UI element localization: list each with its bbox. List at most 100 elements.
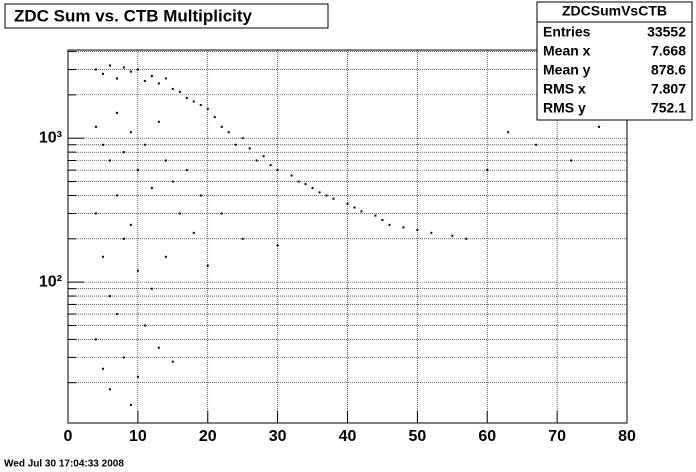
point xyxy=(157,346,160,349)
point xyxy=(101,143,104,146)
point xyxy=(248,147,251,150)
point xyxy=(192,231,195,234)
point xyxy=(94,125,97,128)
x-tick-label: 60 xyxy=(478,428,496,445)
point xyxy=(115,313,118,316)
point xyxy=(220,212,223,215)
point xyxy=(234,143,237,146)
point xyxy=(297,180,300,183)
point xyxy=(136,269,139,272)
point xyxy=(136,375,139,378)
point xyxy=(143,324,146,327)
point xyxy=(108,388,111,391)
point xyxy=(122,356,125,359)
point xyxy=(171,180,174,183)
point xyxy=(150,75,153,78)
point xyxy=(507,131,510,134)
point xyxy=(171,360,174,363)
point xyxy=(129,223,132,226)
point xyxy=(94,68,97,71)
point xyxy=(143,143,146,146)
point xyxy=(122,66,125,69)
x-tick-label: 10 xyxy=(129,428,147,445)
stats-value: 752.1 xyxy=(651,100,686,116)
point xyxy=(150,287,153,290)
point xyxy=(570,159,573,162)
point xyxy=(304,183,307,186)
point xyxy=(276,244,279,247)
point xyxy=(535,143,538,146)
point xyxy=(94,338,97,341)
point xyxy=(290,174,293,177)
point xyxy=(164,255,167,258)
point xyxy=(129,131,132,134)
point xyxy=(353,206,356,209)
stats-label: RMS y xyxy=(543,100,586,116)
stats-label: Entries xyxy=(543,24,591,40)
point xyxy=(486,169,489,172)
point xyxy=(241,137,244,140)
point xyxy=(94,212,97,215)
point xyxy=(213,116,216,119)
point xyxy=(325,194,328,197)
stats-value: 878.6 xyxy=(651,62,686,78)
point xyxy=(199,104,202,107)
point xyxy=(402,226,405,229)
point xyxy=(430,231,433,234)
x-tick-label: 20 xyxy=(199,428,217,445)
point xyxy=(374,214,377,217)
point xyxy=(101,255,104,258)
stats-label: Mean y xyxy=(543,62,591,78)
x-tick-label: 80 xyxy=(618,428,636,445)
point xyxy=(598,125,601,128)
point xyxy=(220,125,223,128)
point xyxy=(136,169,139,172)
point xyxy=(206,107,209,110)
x-tick-label: 30 xyxy=(269,428,287,445)
point xyxy=(318,191,321,194)
point xyxy=(164,77,167,80)
point xyxy=(136,68,139,71)
point xyxy=(276,169,279,172)
point xyxy=(108,64,111,67)
point xyxy=(122,151,125,154)
point xyxy=(108,295,111,298)
stats-label: RMS x xyxy=(543,81,586,97)
point xyxy=(115,111,118,114)
point xyxy=(206,264,209,267)
point xyxy=(199,194,202,197)
stats-value: 33552 xyxy=(647,24,686,40)
chart-title: ZDC Sum vs. CTB Multiplicity xyxy=(14,6,253,25)
point xyxy=(157,120,160,123)
point xyxy=(157,82,160,85)
point xyxy=(164,159,167,162)
point xyxy=(122,237,125,240)
point xyxy=(262,155,265,158)
point xyxy=(129,70,132,73)
x-tick-label: 40 xyxy=(339,428,357,445)
point xyxy=(360,210,363,213)
point xyxy=(388,223,391,226)
point xyxy=(185,97,188,100)
point xyxy=(108,159,111,162)
point xyxy=(178,90,181,93)
x-tick-label: 70 xyxy=(548,428,566,445)
point xyxy=(227,131,230,134)
point xyxy=(465,237,468,240)
footer-date: Wed Jul 30 17:04:33 2008 xyxy=(4,459,124,470)
stats-value: 7.807 xyxy=(651,81,686,97)
point xyxy=(416,229,419,232)
point xyxy=(241,237,244,240)
point xyxy=(143,79,146,82)
point xyxy=(101,367,104,370)
title-box xyxy=(4,3,329,29)
plot-frame xyxy=(67,49,628,424)
point xyxy=(346,202,349,205)
y-tick-label: 10³ xyxy=(39,129,62,146)
stats-value: 7.668 xyxy=(651,43,686,59)
y-tick-label: 10² xyxy=(39,273,62,290)
point xyxy=(311,187,314,190)
point xyxy=(171,87,174,90)
point xyxy=(178,212,181,215)
